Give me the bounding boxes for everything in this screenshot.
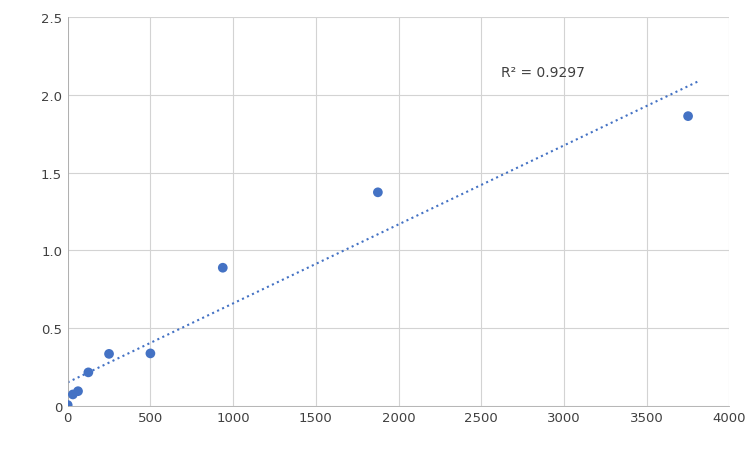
Point — [682, 113, 694, 120]
Point — [103, 350, 115, 358]
Point — [144, 350, 156, 357]
Point — [217, 265, 229, 272]
Point — [371, 189, 384, 197]
Point — [67, 391, 79, 398]
Text: R² = 0.9297: R² = 0.9297 — [501, 66, 585, 80]
Point — [82, 369, 94, 376]
Point — [62, 401, 74, 409]
Point — [72, 388, 84, 395]
